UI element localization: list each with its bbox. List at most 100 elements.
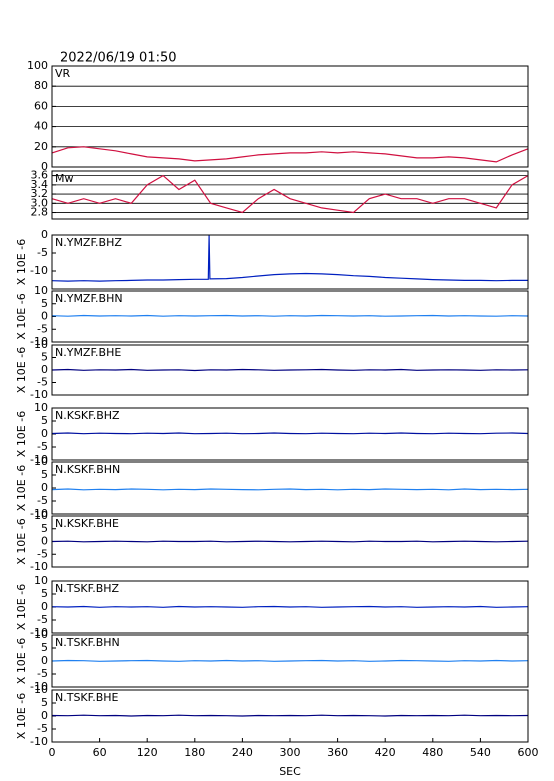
panel-label: N.TSKF.BHN bbox=[55, 636, 120, 649]
chart-title: 2022/06/19 01:50 bbox=[60, 51, 177, 66]
y-tick-label: -10 bbox=[30, 453, 48, 466]
data-line bbox=[51, 314, 529, 317]
y-tick-label: 100 bbox=[27, 59, 48, 72]
y-axis-label: X 10E -6 bbox=[15, 518, 28, 564]
y-tick-label: -10 bbox=[30, 264, 48, 277]
panel-frame bbox=[51, 461, 529, 515]
x-tick-label: 120 bbox=[137, 746, 158, 759]
y-tick-label: 5 bbox=[41, 587, 48, 600]
y-tick-label: -10 bbox=[30, 388, 48, 401]
y-axis-label: X 10E -6 bbox=[15, 347, 28, 393]
y-tick-label: 0 bbox=[41, 709, 48, 722]
y-tick-label: 10 bbox=[34, 284, 48, 297]
panel-label: Mw bbox=[55, 172, 74, 185]
panel-frame bbox=[51, 634, 529, 688]
x-tick-label: 240 bbox=[232, 746, 253, 759]
x-tick-label: 600 bbox=[518, 746, 539, 759]
y-tick-label: 0 bbox=[41, 535, 48, 548]
x-tick-label: 60 bbox=[93, 746, 107, 759]
y-tick-label: -5 bbox=[37, 547, 48, 560]
y-tick-label: 0 bbox=[41, 481, 48, 494]
y-tick-label: -10 bbox=[30, 507, 48, 520]
y-axis-label: X 10E -6 bbox=[15, 465, 28, 511]
y-tick-label: -10 bbox=[30, 560, 48, 573]
data-line bbox=[51, 540, 529, 543]
y-tick-label: -5 bbox=[37, 613, 48, 626]
panel-frame bbox=[51, 515, 529, 568]
y-tick-label: 5 bbox=[41, 522, 48, 535]
panel-frame bbox=[51, 290, 529, 343]
data-line bbox=[51, 146, 529, 163]
panel-frame bbox=[51, 407, 529, 461]
y-tick-label: 10 bbox=[34, 401, 48, 414]
panel-label: N.KSKF.BHZ bbox=[55, 409, 120, 422]
panel-label: N.YMZF.BHZ bbox=[55, 236, 122, 249]
panel-label: N.YMZF.BHN bbox=[55, 292, 123, 305]
y-tick-label: 5 bbox=[41, 696, 48, 709]
y-tick-label: 0 bbox=[41, 363, 48, 376]
x-tick-label: 300 bbox=[280, 746, 301, 759]
y-tick-label: 40 bbox=[34, 120, 48, 133]
data-line bbox=[51, 605, 529, 608]
y-tick-label: 10 bbox=[34, 455, 48, 468]
y-tick-label: 0 bbox=[41, 228, 48, 241]
y-tick-label: 2.8 bbox=[31, 206, 49, 219]
data-line bbox=[51, 368, 529, 372]
y-tick-label: -10 bbox=[30, 735, 48, 748]
y-tick-label: -10 bbox=[30, 680, 48, 693]
y-axis-label: X 10E -6 bbox=[15, 693, 28, 739]
y-tick-label: 10 bbox=[34, 574, 48, 587]
y-tick-label: 80 bbox=[34, 79, 48, 92]
y-tick-label: 0 bbox=[41, 310, 48, 323]
y-tick-label: 60 bbox=[34, 99, 48, 112]
panel-frame bbox=[51, 65, 529, 168]
data-line bbox=[51, 659, 529, 662]
x-tick-label: 360 bbox=[327, 746, 348, 759]
y-tick-label: -5 bbox=[37, 494, 48, 507]
y-tick-label: 5 bbox=[41, 351, 48, 364]
y-tick-label: 0 bbox=[41, 427, 48, 440]
y-tick-label: 20 bbox=[34, 140, 48, 153]
y-tick-label: -5 bbox=[37, 246, 48, 259]
y-tick-label: -10 bbox=[30, 626, 48, 639]
data-line bbox=[51, 174, 529, 214]
y-tick-label: 3.6 bbox=[31, 169, 49, 182]
y-axis-label: X 10E -6 bbox=[15, 293, 28, 339]
y-tick-label: 5 bbox=[41, 641, 48, 654]
y-tick-label: -5 bbox=[37, 722, 48, 735]
panel-label: N.TSKF.BHZ bbox=[55, 582, 120, 595]
y-tick-label: 10 bbox=[34, 338, 48, 351]
y-tick-label: 5 bbox=[41, 297, 48, 310]
panel-frame bbox=[51, 170, 529, 220]
y-tick-label: 0 bbox=[41, 600, 48, 613]
y-tick-label: -5 bbox=[37, 322, 48, 335]
data-line bbox=[51, 488, 529, 491]
data-line bbox=[51, 234, 528, 282]
panel-label: N.TSKF.BHE bbox=[55, 691, 119, 704]
y-tick-label: -10 bbox=[30, 335, 48, 348]
y-tick-label: 10 bbox=[34, 509, 48, 522]
y-tick-label: 3.2 bbox=[31, 187, 49, 200]
data-line bbox=[51, 714, 529, 717]
y-axis-label: X 10E -6 bbox=[15, 638, 28, 684]
y-tick-label: 0 bbox=[41, 160, 48, 173]
x-tick-label: 420 bbox=[375, 746, 396, 759]
y-axis-label: X 10E -6 bbox=[15, 584, 28, 630]
panel-frame bbox=[51, 344, 529, 396]
y-tick-label: -5 bbox=[37, 440, 48, 453]
y-axis-label: X 10E -6 bbox=[15, 411, 28, 457]
y-tick-label: 3.0 bbox=[31, 196, 49, 209]
y-tick-label: -5 bbox=[37, 667, 48, 680]
y-tick-label: 10 bbox=[34, 683, 48, 696]
panel-label: N.KSKF.BHN bbox=[55, 463, 120, 476]
panel-frame bbox=[51, 234, 529, 290]
x-tick-label: 540 bbox=[470, 746, 491, 759]
x-tick-label: 0 bbox=[49, 746, 56, 759]
y-tick-label: 5 bbox=[41, 414, 48, 427]
x-axis-label: SEC bbox=[279, 765, 301, 778]
y-tick-label: 5 bbox=[41, 468, 48, 481]
x-tick-label: 480 bbox=[422, 746, 443, 759]
y-tick-label: 10 bbox=[34, 628, 48, 641]
panel-label: VR bbox=[55, 67, 71, 80]
